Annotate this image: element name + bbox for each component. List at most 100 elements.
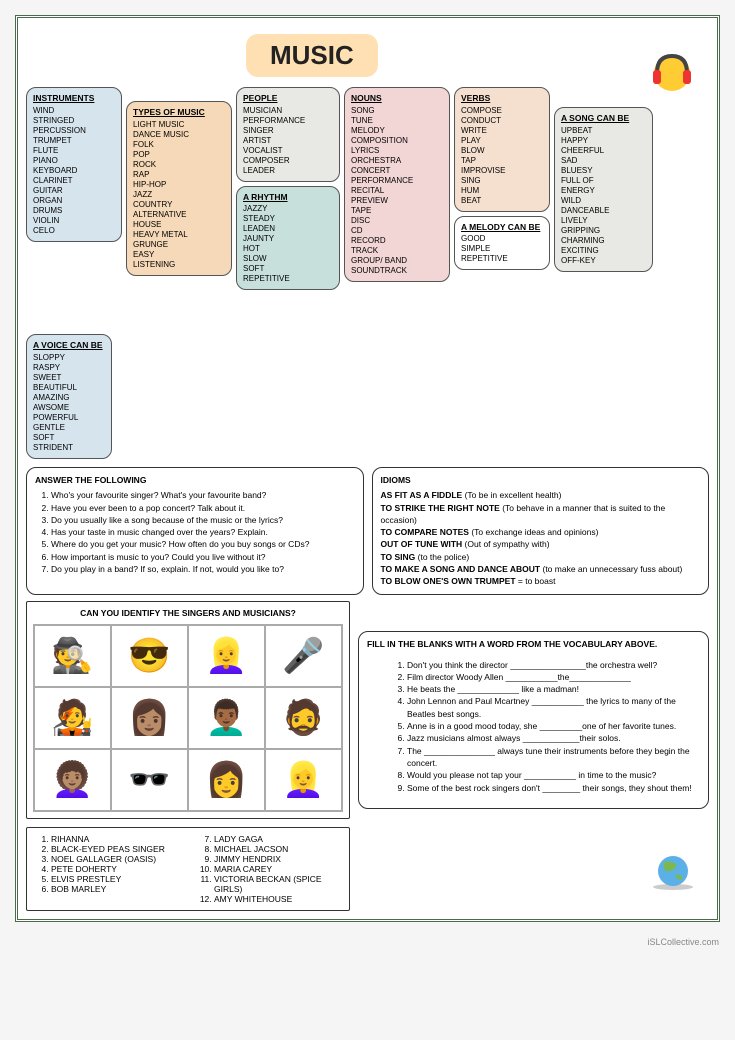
names-col2: LADY GAGAMICHAEL JACSONJIMMY HENDRIXMARI… xyxy=(198,834,341,904)
vocab-verbs: VERBS COMPOSECONDUCTWRITEPLAYBLOWTAPIMPR… xyxy=(454,87,550,212)
idiom-def: (to make an unnecessary fuss about) xyxy=(542,564,682,574)
list-item: Who's your favourite singer? What's your… xyxy=(51,489,355,501)
heading: CAN YOU IDENTIFY THE SINGERS AND MUSICIA… xyxy=(33,608,343,618)
idiom-term: TO BLOW ONE'S OWN TRUMPET xyxy=(381,576,518,586)
list-item: UPBEAT xyxy=(561,126,646,136)
idiom-def: (to the police) xyxy=(418,552,470,562)
col-song: A SONG CAN BE UPBEATHAPPYCHEERFULSADBLUE… xyxy=(554,87,653,272)
list-item: SOFT xyxy=(243,264,333,274)
list-item: KEYBOARD xyxy=(33,166,115,176)
singer-emoji: 👩🏽 xyxy=(128,701,170,735)
singer-emoji: 🕶️ xyxy=(128,763,170,797)
list-item: SWEET xyxy=(33,373,105,383)
list: MUSICIANPERFORMANCESINGERARTISTVOCALISTC… xyxy=(243,106,333,176)
list-item: Would you please not tap your __________… xyxy=(407,769,700,781)
list-item: GENTLE xyxy=(33,423,105,433)
list-item: JAZZ xyxy=(133,190,225,200)
vocab-voice: A VOICE CAN BE SLOPPYRASPYSWEETBEAUTIFUL… xyxy=(26,334,112,459)
singer-emoji: 👱‍♀️ xyxy=(282,763,324,797)
list-item: FOLK xyxy=(133,140,225,150)
vocab-rhythm: A RHYTHM JAZZYSTEADYLEADENJAUNTYHOTSLOWS… xyxy=(236,186,340,291)
singers-grid-box: CAN YOU IDENTIFY THE SINGERS AND MUSICIA… xyxy=(26,601,350,819)
list-item: WILD xyxy=(561,196,646,206)
vocab-instruments: INSTRUMENTS WINDSTRINGEDPERCUSSIONTRUMPE… xyxy=(26,87,122,242)
exercises-row: CAN YOU IDENTIFY THE SINGERS AND MUSICIA… xyxy=(26,601,709,911)
heading: INSTRUMENTS xyxy=(33,93,115,104)
list-item: RAP xyxy=(133,170,225,180)
list-item: GOOD xyxy=(461,234,543,244)
vocab-nouns: NOUNS SONGTUNEMELODYCOMPOSITIONLYRICSORC… xyxy=(344,87,450,282)
idiom-term: TO MAKE A SONG AND DANCE ABOUT xyxy=(381,564,543,574)
list: SONGTUNEMELODYCOMPOSITIONLYRICSORCHESTRA… xyxy=(351,106,443,276)
list-item: RECITAL xyxy=(351,186,443,196)
worksheet-page: MUSIC INSTRUMENTS WINDSTRINGEDPERCUSSION… xyxy=(15,15,720,922)
list-item: CONCERT xyxy=(351,166,443,176)
list-item: CLARINET xyxy=(33,176,115,186)
list-item: PLAY xyxy=(461,136,543,146)
questions-box: ANSWER THE FOLLOWING Who's your favourit… xyxy=(26,467,364,595)
globe-icon xyxy=(649,851,697,891)
idiom-def: = to boast xyxy=(518,576,556,586)
list-item: AMY WHITEHOUSE xyxy=(214,894,341,904)
list-item: Do you play in a band? If so, explain. I… xyxy=(51,563,355,575)
fill-list: Don't you think the director ___________… xyxy=(367,659,700,794)
list-item: LIVELY xyxy=(561,216,646,226)
heading: PEOPLE xyxy=(243,93,333,104)
heading: A SONG CAN BE xyxy=(561,113,646,124)
list-item: STRIDENT xyxy=(33,443,105,453)
headphone-icon xyxy=(647,48,697,98)
singer-cell: 👱‍♀️ xyxy=(265,749,342,811)
heading: VERBS xyxy=(461,93,543,104)
list-item: Film director Woody Allen ___________the… xyxy=(407,671,700,683)
list-item: JIMMY HENDRIX xyxy=(214,854,341,864)
list-item: BOB MARLEY xyxy=(51,884,178,894)
list-item: CHARMING xyxy=(561,236,646,246)
list-item: RIHANNA xyxy=(51,834,178,844)
list-item: SIMPLE xyxy=(461,244,543,254)
singers-grid: 🕵️😎👱‍♀️🎤🧑‍🎤👩🏽👨🏾‍🦱🧔👩🏽‍🦱🕶️👩👱‍♀️ xyxy=(33,624,343,812)
list-item: POP xyxy=(133,150,225,160)
list-item: SLOW xyxy=(243,254,333,264)
list-item: ALTERNATIVE xyxy=(133,210,225,220)
idioms-box: IDIOMS AS FIT AS A FIDDLE (To be in exce… xyxy=(372,467,710,595)
list-item: PERFORMANCE xyxy=(243,116,333,126)
list-item: RECORD xyxy=(351,236,443,246)
title-box: MUSIC xyxy=(246,34,378,77)
singer-cell: 👩 xyxy=(188,749,265,811)
list-item: Don't you think the director ___________… xyxy=(407,659,700,671)
names-col1: RIHANNABLACK-EYED PEAS SINGERNOEL GALLAG… xyxy=(35,834,178,904)
list-item: ORGAN xyxy=(33,196,115,206)
left-col: CAN YOU IDENTIFY THE SINGERS AND MUSICIA… xyxy=(26,601,350,911)
list-item: Jazz musicians almost always ___________… xyxy=(407,732,700,744)
singer-cell: 👨🏾‍🦱 xyxy=(188,687,265,749)
singer-emoji: 🧑‍🎤 xyxy=(51,701,93,735)
list-item: HEAVY METAL xyxy=(133,230,225,240)
list-item: Where do you get your music? How often d… xyxy=(51,538,355,550)
list-item: Have you ever been to a pop concert? Tal… xyxy=(51,502,355,514)
idiom-row: TO STRIKE THE RIGHT NOTE (To behave in a… xyxy=(381,502,701,527)
list-item: TAP xyxy=(461,156,543,166)
list-item: SOFT xyxy=(33,433,105,443)
list-item: EXCITING xyxy=(561,246,646,256)
list-item: PETE DOHERTY xyxy=(51,864,178,874)
list-item: TAPE xyxy=(351,206,443,216)
idiom-row: TO COMPARE NOTES (To exchange ideas and … xyxy=(381,526,701,538)
list-item: LIGHT MUSIC xyxy=(133,120,225,130)
list-item: FULL OF xyxy=(561,176,646,186)
vocab-people: PEOPLE MUSICIANPERFORMANCESINGERARTISTVO… xyxy=(236,87,340,182)
list-item: MICHAEL JACSON xyxy=(214,844,341,854)
singer-cell: 🧔 xyxy=(265,687,342,749)
list-item: How important is music to you? Could you… xyxy=(51,551,355,563)
idiom-def: (To exchange ideas and opinions) xyxy=(471,527,598,537)
list-item: BLACK-EYED PEAS SINGER xyxy=(51,844,178,854)
list-item: JAUNTY xyxy=(243,234,333,244)
singer-cell: 🎤 xyxy=(265,625,342,687)
idiom-row: TO MAKE A SONG AND DANCE ABOUT (to make … xyxy=(381,563,701,575)
list-item: WIND xyxy=(33,106,115,116)
idiom-term: TO COMPARE NOTES xyxy=(381,527,472,537)
list-item: LADY GAGA xyxy=(214,834,341,844)
list: WINDSTRINGEDPERCUSSIONTRUMPETFLUTEPIANOK… xyxy=(33,106,115,236)
list-item: GRUNGE xyxy=(133,240,225,250)
heading: A MELODY CAN BE xyxy=(461,222,543,233)
list-item: SOUNDTRACK xyxy=(351,266,443,276)
